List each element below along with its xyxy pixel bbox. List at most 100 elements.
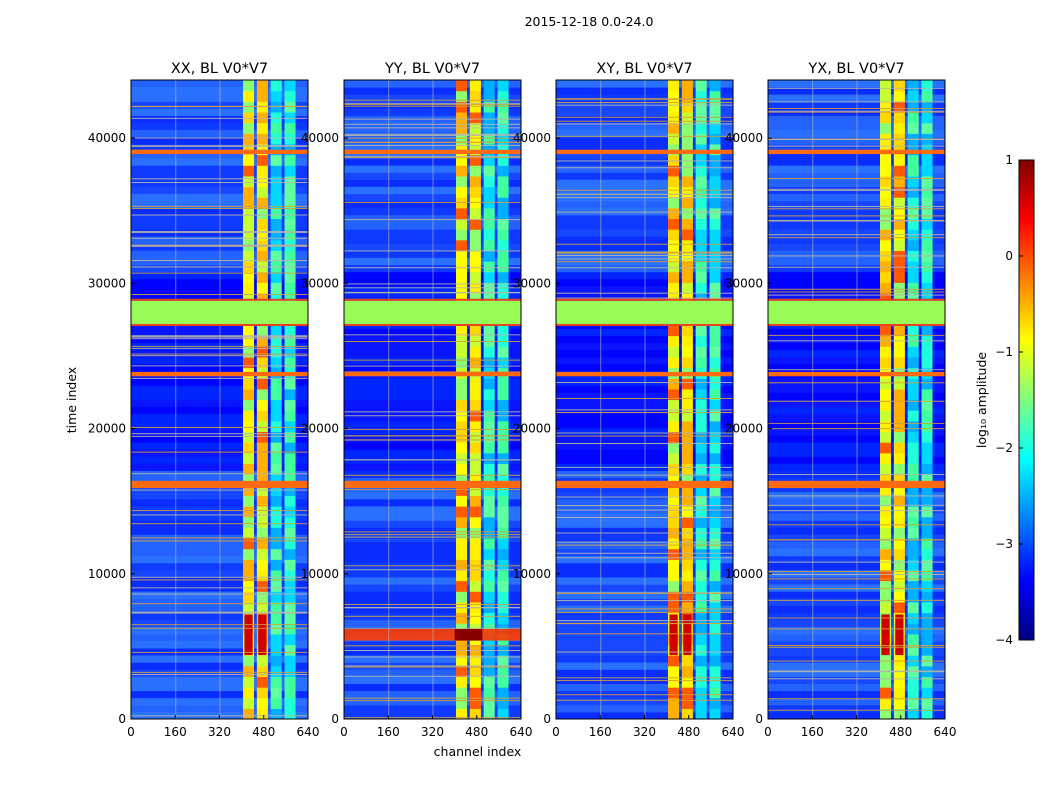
rfi-segment (709, 388, 721, 401)
rfi-segment (284, 644, 296, 656)
rfi-segment (695, 378, 707, 390)
rfi-segment (456, 324, 468, 337)
rfi-segment (709, 154, 721, 166)
rfi-segment (497, 293, 509, 305)
rfi-segment (469, 101, 481, 113)
colorbar-tick-label: 1 (1005, 153, 1013, 167)
rfi-segment (893, 516, 905, 528)
rfi-segment (893, 548, 905, 560)
rfi-segment (469, 569, 481, 582)
rfi-segment (907, 324, 919, 337)
rfi-segment (469, 271, 481, 283)
bright-time-band (131, 371, 308, 377)
rfi-segment (243, 676, 255, 688)
rfi-segment (469, 399, 481, 411)
y-tick-label: 0 (118, 712, 126, 726)
rfi-segment (497, 452, 509, 464)
rfi-segment (921, 687, 933, 699)
rfi-segment (256, 559, 268, 571)
rfi-segment (270, 271, 282, 283)
rfi-segment (893, 569, 905, 582)
rfi-segment (668, 484, 680, 496)
rfi-segment (880, 207, 892, 220)
rfi-segment (880, 293, 892, 305)
rfi-segment (469, 165, 481, 177)
rfi-segment (709, 708, 721, 719)
flagged-edge (131, 323, 308, 326)
rfi-segment (284, 548, 296, 560)
rfi-segment (456, 239, 468, 251)
rfi-segment (483, 80, 495, 92)
rfi-segment (243, 399, 255, 411)
rfi-segment (921, 442, 933, 454)
rfi-segment (668, 655, 680, 667)
rfi-segment (695, 197, 707, 209)
rfi-segment (284, 537, 296, 550)
rfi-segment (695, 133, 707, 145)
rfi-segment (456, 442, 468, 454)
rfi-segment (270, 111, 282, 124)
rfi-segment (497, 559, 509, 571)
rfi-segment (681, 580, 693, 592)
rfi-segment (921, 506, 933, 518)
rfi-segment (497, 708, 509, 719)
panel-title: XY, BL V0*V7 (596, 61, 692, 77)
rfi-segment (483, 548, 495, 560)
rfi-segment (497, 218, 509, 230)
rfi-segment (456, 399, 468, 411)
x-tick-label: 320 (845, 725, 868, 739)
rfi-segment (497, 463, 509, 475)
rfi-segment (243, 165, 255, 177)
rfi-segment (681, 559, 693, 571)
rfi-segment (668, 559, 680, 571)
rfi-segment (880, 474, 892, 486)
rfi-segment (907, 420, 919, 433)
y-tick-label: 40000 (513, 131, 551, 145)
x-tick-label: 0 (127, 725, 135, 739)
rfi-segment (907, 580, 919, 592)
rfi-segment (483, 186, 495, 198)
rfi-segment (893, 143, 905, 156)
rfi-segment (243, 463, 255, 475)
rfi-segment (907, 197, 919, 209)
rfi-segment (880, 676, 892, 688)
rfi-segment (695, 154, 707, 166)
rfi-segment (880, 101, 892, 113)
rfi-segment (921, 484, 933, 496)
rfi-segment (256, 80, 268, 92)
rfi-segment (456, 356, 468, 369)
rfi-segment (483, 271, 495, 283)
rfi-segment (681, 80, 693, 92)
rfi-segment (880, 175, 892, 188)
rfi-segment (270, 697, 282, 709)
rfi-segment (270, 282, 282, 294)
rfi-segment (893, 293, 905, 305)
rfi-segment (456, 697, 468, 709)
rfi-segment (256, 708, 268, 719)
rfi-segment (893, 463, 905, 475)
rfi-segment (681, 293, 693, 305)
rfi-segment (709, 612, 721, 624)
heatmap-image (768, 80, 945, 719)
bright-time-band (768, 149, 945, 155)
rfi-segment (270, 633, 282, 646)
rfi-segment (709, 569, 721, 582)
rfi-segment (270, 537, 282, 550)
rfi-segment (284, 218, 296, 230)
rfi-segment (256, 580, 268, 592)
rfi-segment (880, 186, 892, 198)
rfi-segment (695, 687, 707, 699)
rfi-segment (681, 474, 693, 486)
rfi-segment (483, 346, 495, 358)
rfi-segment (695, 80, 707, 92)
bright-time-band (131, 480, 308, 489)
rfi-segment (695, 548, 707, 560)
rfi-segment (256, 516, 268, 528)
bright-time-band (768, 480, 945, 489)
rfi-segment (270, 431, 282, 443)
rfi-segment (243, 516, 255, 528)
heatmap-image (556, 80, 733, 719)
rfi-segment (907, 495, 919, 507)
rfi-segment (921, 80, 933, 92)
rfi-segment (256, 324, 268, 337)
